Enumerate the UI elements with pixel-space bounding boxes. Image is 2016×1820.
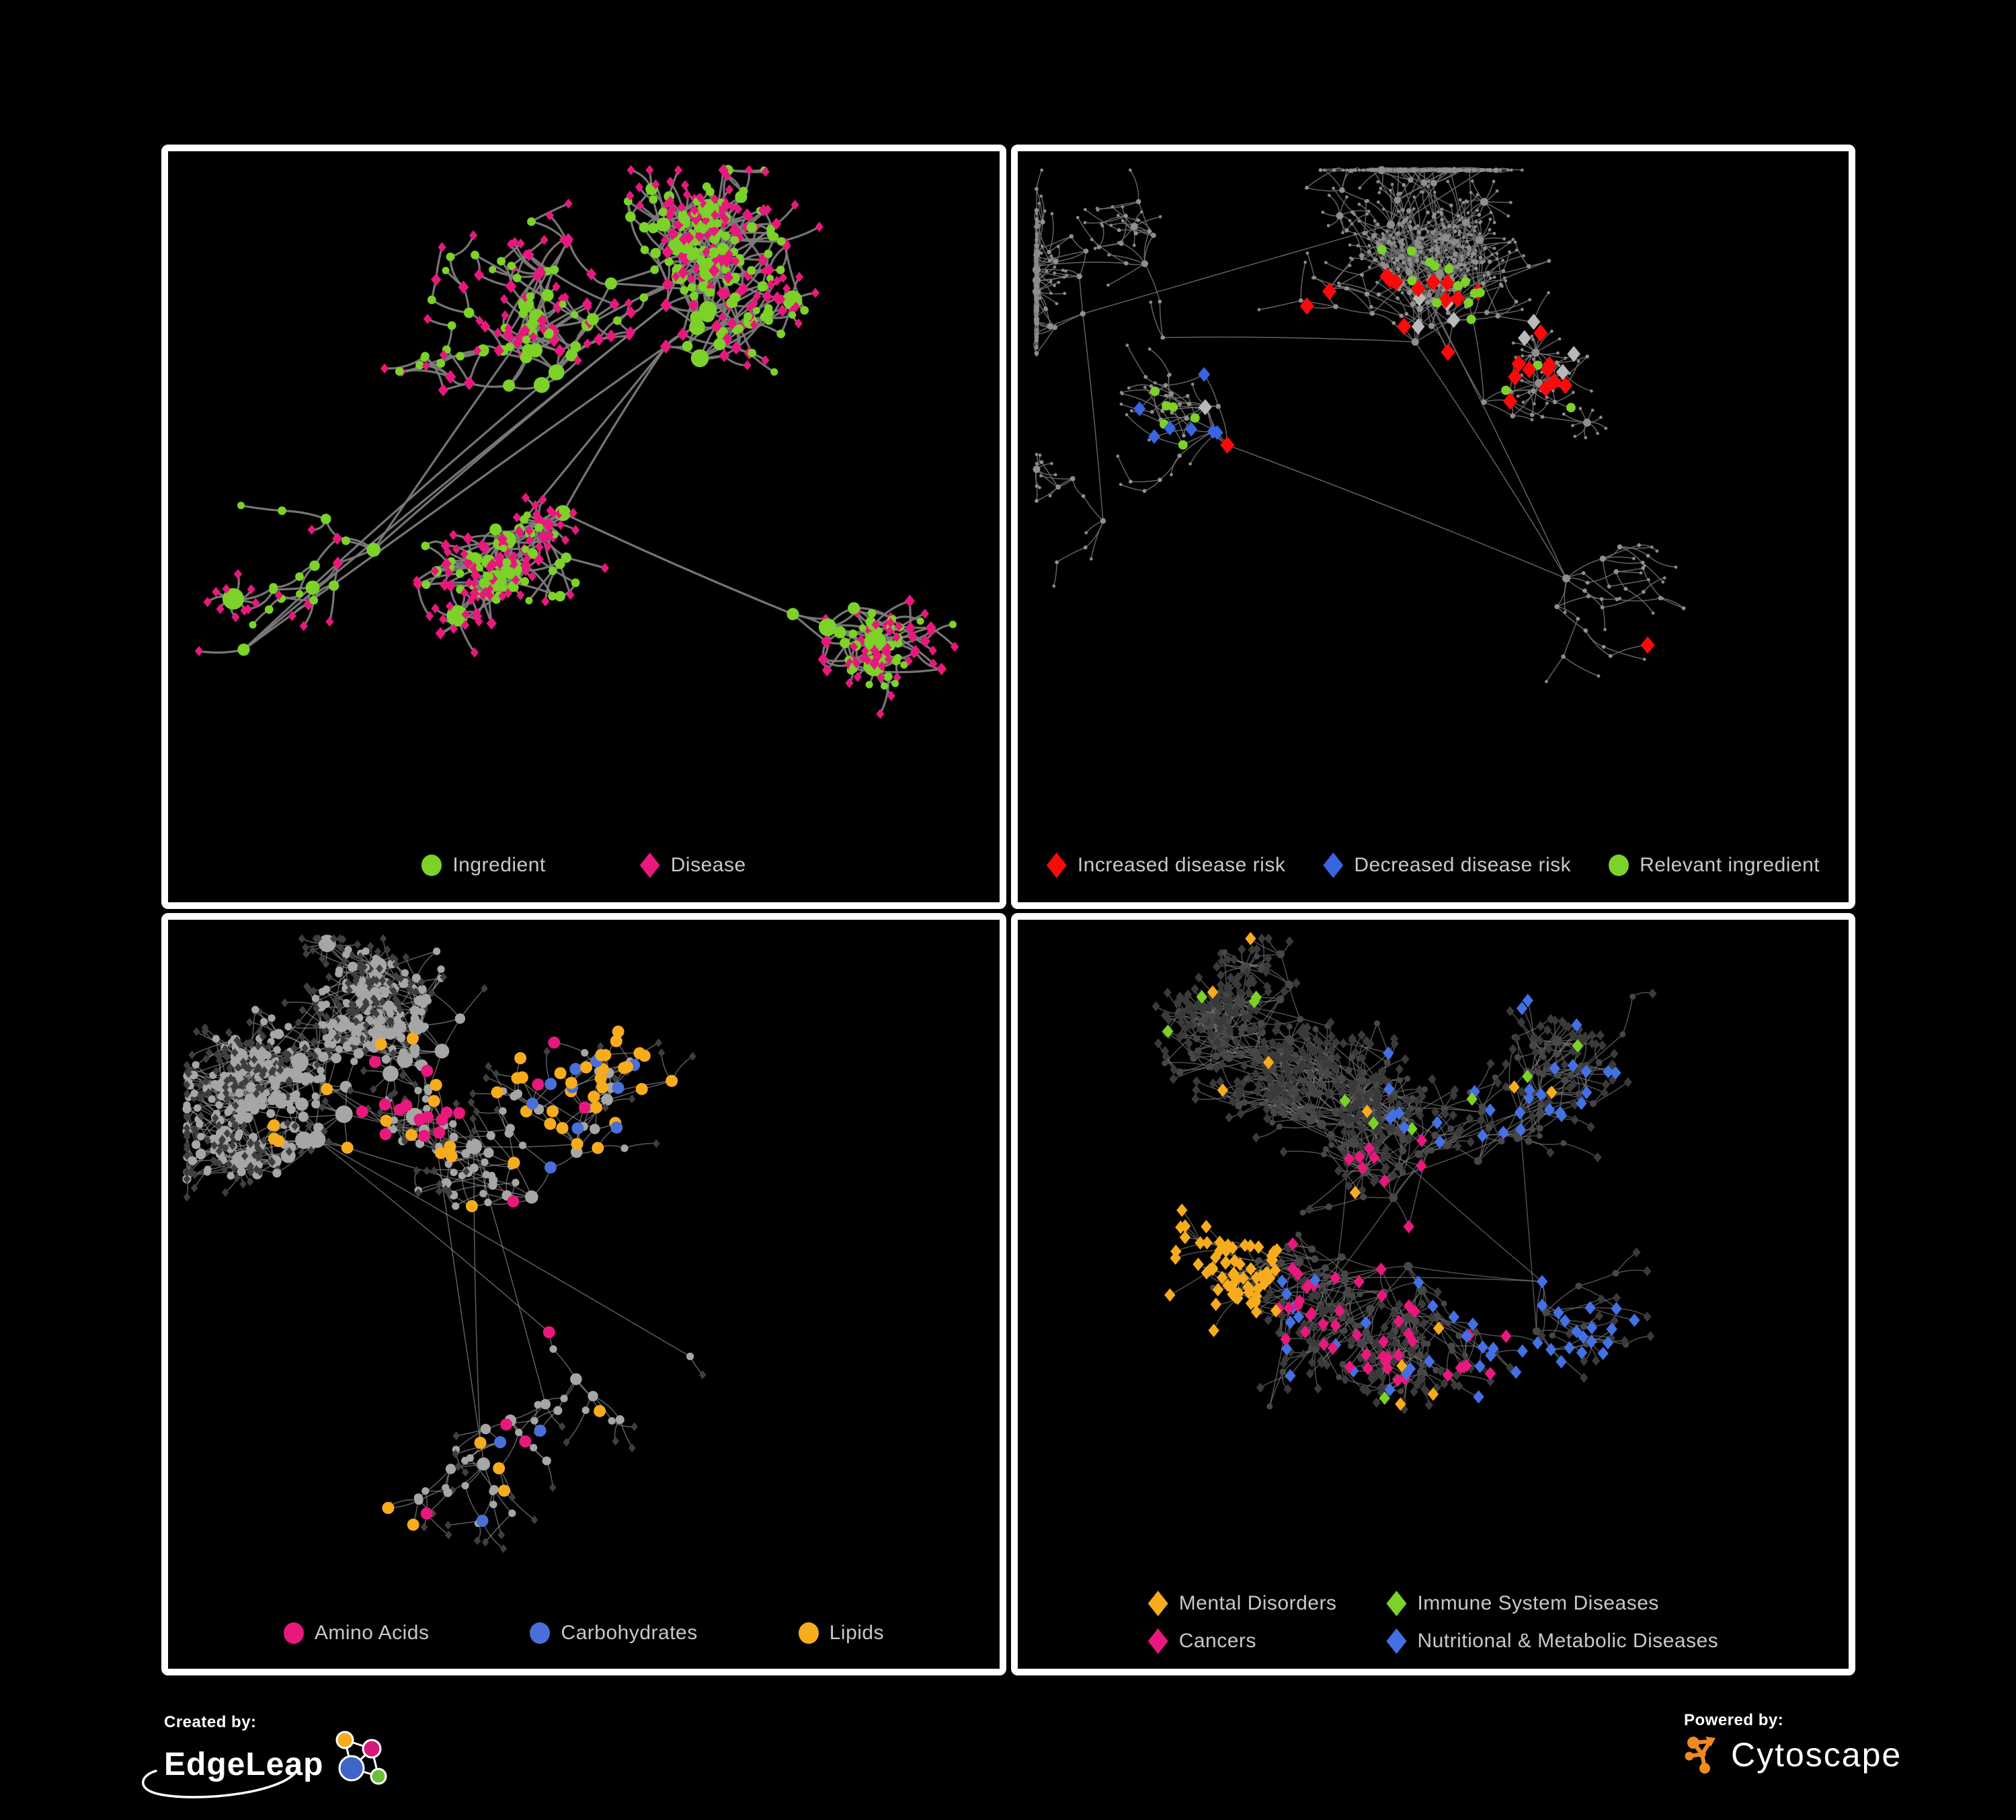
lipids-circle-icon: [798, 1622, 819, 1644]
network-graph-disease-risk: [1032, 166, 1686, 684]
legend-item-cancers: Cancers: [1147, 1628, 1256, 1654]
network-graph-ingredient-disease: [194, 163, 959, 719]
legend-disease-risk: Increased disease risk Decreased disease…: [1018, 853, 1849, 878]
legend-item-metabolic-diseases: Nutritional & Metabolic Diseases: [1386, 1628, 1718, 1654]
legend-label: Nutritional & Metabolic Diseases: [1417, 1630, 1719, 1652]
increased-risk-diamond-icon: [1046, 853, 1067, 878]
network-graph-disease-categories: [1152, 932, 1657, 1415]
edgeleap-credit: Created by: EdgeLeap: [142, 1713, 446, 1814]
metabolic-diseases-diamond-icon: [1386, 1628, 1407, 1654]
powered-by-label: Powered by:: [1684, 1711, 1784, 1729]
legend-item-ingredient: Ingredient: [421, 854, 545, 877]
legend-item-mental-disorders: Mental Disorders: [1147, 1591, 1337, 1616]
legend-label: Amino Acids: [314, 1622, 430, 1644]
panel-disease-risk-network: Increased disease risk Decreased disease…: [1011, 145, 1855, 909]
relevant-ingredient-circle-icon: [1609, 855, 1629, 876]
legend-label: Decreased disease risk: [1354, 854, 1572, 876]
legend-item-increased-risk: Increased disease risk: [1046, 853, 1286, 878]
legend-disease-categories: Mental Disorders Immune System Diseases …: [1018, 1591, 1849, 1654]
legend-item-decreased-risk: Decreased disease risk: [1323, 853, 1571, 878]
legend-label: Disease: [670, 854, 746, 876]
carbohydrates-circle-icon: [530, 1622, 551, 1644]
disease-diamond-icon: [639, 853, 660, 878]
legend-ingredient-disease: Ingredient Disease: [168, 853, 1000, 878]
network-graph-ingredient-categories: [182, 934, 707, 1553]
legend-item-relevant-ingredient: Relevant ingredient: [1609, 854, 1820, 877]
edgeleap-brand-text: EdgeLeap: [164, 1747, 324, 1782]
legend-ingredient-categories: Amino Acids Carbohydrates Lipids: [168, 1622, 1000, 1645]
ingredient-circle-icon: [421, 855, 442, 876]
legend-item-carbohydrates: Carbohydrates: [530, 1622, 697, 1645]
legend-item-disease: Disease: [639, 853, 746, 878]
cytoscape-logo-icon: [1685, 1737, 1716, 1774]
panel-ingredient-category-network: Amino Acids Carbohydrates Lipids: [161, 913, 1006, 1675]
panel-ingredient-disease-network: Ingredient Disease: [161, 145, 1006, 909]
legend-label: Cancers: [1178, 1630, 1256, 1652]
amino-acids-circle-icon: [283, 1622, 304, 1644]
legend-label: Relevant ingredient: [1640, 854, 1820, 876]
cancers-diamond-icon: [1147, 1628, 1168, 1654]
legend-label: Mental Disorders: [1178, 1592, 1337, 1614]
cytoscape-brand-text: Cytoscape: [1731, 1736, 1902, 1774]
decreased-risk-diamond-icon: [1323, 853, 1344, 878]
legend-label: Immune System Diseases: [1417, 1592, 1659, 1614]
legend-label: Carbohydrates: [561, 1622, 698, 1644]
legend-label: Lipids: [829, 1622, 885, 1644]
legend-item-lipids: Lipids: [798, 1622, 885, 1645]
panel-disease-category-network: Mental Disorders Immune System Diseases …: [1011, 913, 1855, 1675]
edgeleap-logo-icon: [335, 1731, 387, 1785]
legend-item-immune-diseases: Immune System Diseases: [1386, 1591, 1658, 1616]
created-by-label: Created by:: [164, 1713, 257, 1731]
legend-label: Increased disease risk: [1077, 854, 1286, 876]
cytoscape-credit: Powered by: Cytoscape: [1684, 1711, 1966, 1812]
immune-diseases-diamond-icon: [1386, 1591, 1407, 1616]
mental-disorders-diamond-icon: [1147, 1591, 1168, 1616]
legend-item-amino-acids: Amino Acids: [283, 1622, 430, 1645]
legend-label: Ingredient: [452, 854, 546, 876]
